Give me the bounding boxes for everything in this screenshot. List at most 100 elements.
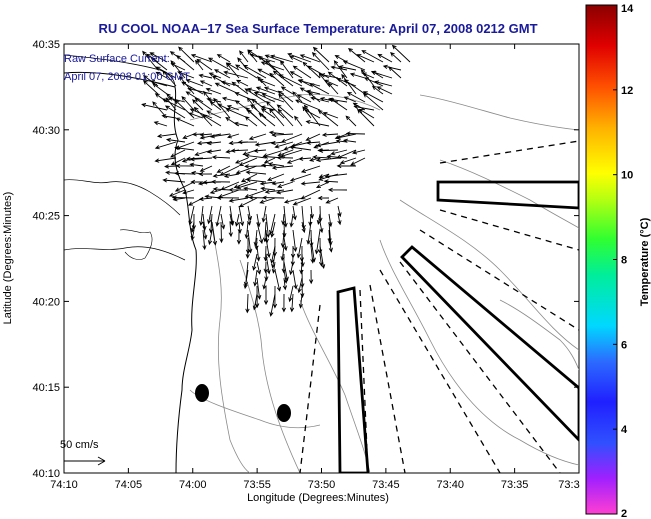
current-vector [300, 285, 305, 299]
current-vector [351, 149, 366, 155]
current-vector [259, 197, 276, 204]
current-vector [253, 92, 276, 103]
current-vector [220, 213, 226, 230]
current-vector [170, 149, 186, 158]
current-vector [295, 99, 321, 111]
current-vector [267, 173, 285, 182]
current-vector [377, 53, 393, 63]
chart-title: RU COOL NOAA–17 Sea Surface Temperature:… [98, 21, 537, 36]
current-vector [272, 70, 294, 87]
current-vector [310, 245, 315, 264]
current-vector [289, 71, 303, 79]
current-vector [254, 141, 276, 147]
current-vector [192, 99, 204, 111]
current-vector [164, 164, 177, 169]
current-vector [182, 189, 195, 195]
current-vector [361, 50, 384, 63]
x-tick-label: 73:3 [558, 479, 579, 491]
current-vector [165, 137, 186, 143]
current-vector [202, 221, 208, 240]
current-vector [235, 181, 258, 190]
current-vector [272, 285, 278, 309]
current-vector [164, 105, 186, 119]
y-tick-label: 40:20 [32, 296, 60, 308]
current-vector [323, 79, 339, 87]
current-vector [270, 245, 276, 264]
current-vector [327, 82, 339, 95]
x-tick-label: 73:40 [436, 479, 464, 491]
x-tick-label: 74:10 [50, 479, 78, 491]
current-vector [243, 269, 249, 290]
current-vector [154, 141, 177, 150]
current-vector [170, 157, 186, 166]
current-vector [188, 205, 195, 226]
current-vector [292, 229, 298, 253]
current-vector [333, 60, 348, 79]
current-vector [214, 82, 240, 95]
current-vector [374, 80, 393, 87]
current-vector [325, 197, 339, 204]
current-vector [274, 269, 282, 292]
current-vector [343, 79, 366, 95]
current-vector [297, 277, 303, 294]
current-vector [181, 96, 195, 111]
current-vector [207, 229, 213, 246]
current-vector [258, 79, 276, 87]
current-vector [175, 117, 195, 127]
current-vector [335, 139, 348, 144]
current-vector [342, 138, 357, 143]
current-vector [239, 50, 249, 63]
current-vector [268, 130, 285, 135]
current-vector [263, 286, 269, 306]
current-vector [162, 70, 177, 87]
current-vector [190, 229, 195, 241]
colorbar-tick-label: 10 [621, 170, 633, 182]
current-vector [223, 70, 249, 79]
y-axis-ticks: 40:35 40:30 40:25 40:20 40:15 40:10 [32, 39, 579, 480]
current-vector [338, 65, 357, 71]
current-vector [249, 53, 276, 63]
current-vector [243, 186, 258, 191]
current-vector [388, 66, 402, 79]
x-tick-label: 73:45 [372, 479, 400, 491]
current-vector [245, 293, 250, 314]
current-vector [265, 213, 271, 239]
station-marker [277, 404, 291, 422]
current-vector [265, 101, 285, 119]
current-vector [362, 93, 384, 111]
current-vector [228, 221, 233, 238]
current-vector [317, 237, 323, 255]
current-vector [337, 205, 342, 218]
current-vector [238, 197, 258, 208]
current-vector [329, 97, 348, 111]
current-vector [209, 101, 222, 111]
current-vector [343, 96, 357, 103]
current-vector [356, 54, 375, 63]
current-vector [300, 165, 321, 173]
current-vector [289, 145, 312, 151]
current-vector [342, 60, 366, 71]
current-vector [305, 119, 330, 127]
current-vector [323, 179, 339, 184]
current-vector [240, 173, 258, 183]
current-vector [150, 57, 168, 71]
current-vector [209, 133, 231, 139]
current-vector [308, 269, 314, 285]
current-vector [341, 73, 357, 95]
current-vector [174, 181, 195, 192]
current-vector [235, 64, 258, 79]
current-vector [256, 245, 261, 262]
current-vector [276, 104, 294, 119]
current-vector [312, 154, 330, 160]
current-vector [292, 197, 312, 206]
y-tick-label: 40:10 [32, 468, 60, 480]
current-vector [376, 86, 393, 95]
x-tick-label: 73:55 [243, 479, 271, 491]
current-vector [264, 269, 269, 282]
current-vector [242, 64, 267, 79]
current-vector [234, 213, 240, 227]
current-vector [208, 57, 231, 71]
current-vector [260, 61, 285, 71]
current-vector [254, 237, 259, 251]
current-vector [254, 285, 260, 309]
